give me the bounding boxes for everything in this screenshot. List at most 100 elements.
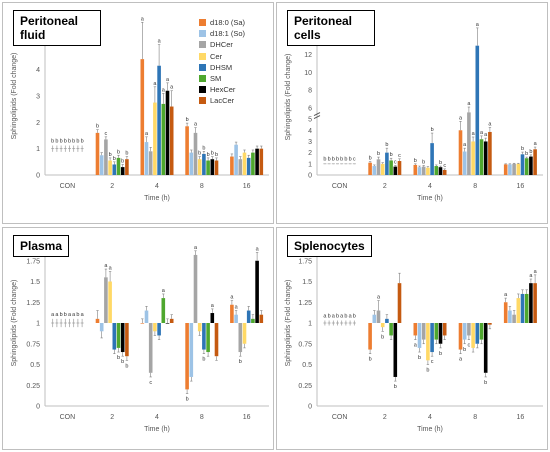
significance-letter: b <box>390 152 393 158</box>
bar <box>242 152 247 175</box>
y-axis-label: Sphingolipids (Fold change) <box>285 54 292 141</box>
bar <box>214 160 219 175</box>
significance-letter: a <box>332 314 336 320</box>
significance-letter: a <box>340 314 344 320</box>
bar <box>516 298 521 323</box>
significance-letter: b <box>422 159 425 165</box>
bar <box>108 281 112 323</box>
significance-letter: b <box>202 145 205 151</box>
significance-letter: a <box>480 130 484 136</box>
bar <box>202 323 206 350</box>
bar <box>259 148 264 175</box>
significance-letter: a <box>323 314 327 320</box>
x-tick-label: 8 <box>200 414 204 421</box>
bar <box>144 142 149 175</box>
significance-letter: b <box>215 152 218 158</box>
bar <box>524 158 529 175</box>
significance-letter: b <box>202 357 205 363</box>
bar <box>120 167 125 175</box>
bar <box>193 132 198 175</box>
bar <box>508 310 512 323</box>
bar <box>255 260 259 323</box>
x-tick-label: 2 <box>383 183 387 190</box>
significance-letter: a <box>158 39 162 45</box>
y-tick-label: 0 <box>36 173 40 180</box>
x-tick-label: 4 <box>155 183 159 190</box>
significance-letter: a <box>504 292 508 298</box>
bar <box>153 323 157 332</box>
x-tick-label: 8 <box>473 414 477 421</box>
significance-letter: a <box>256 246 260 252</box>
significance-letter: a <box>467 101 471 107</box>
significance-letter: b <box>109 152 112 158</box>
bar <box>483 323 488 373</box>
significance-letter: b <box>381 334 384 340</box>
bar <box>169 106 174 175</box>
bar <box>380 163 385 175</box>
legend-swatch <box>199 52 206 60</box>
bar <box>206 323 210 353</box>
bar <box>467 112 471 175</box>
significance-letter: b <box>336 156 339 162</box>
significance-letter: b <box>340 156 343 162</box>
bar <box>189 152 194 175</box>
significance-letter: a <box>194 245 198 251</box>
significance-letter: b <box>60 312 63 318</box>
y-tick-label: 1 <box>36 146 40 153</box>
bar <box>161 103 166 175</box>
significance-letter: b <box>328 156 331 162</box>
x-tick-label: CON <box>60 414 76 421</box>
significance-letter: a <box>534 269 538 275</box>
significance-letter: b <box>211 151 214 157</box>
significance-letter: a <box>463 142 467 148</box>
panel-peritoneal-fluid: 0123456CON24816bbbbbbbbbcbbbbbaaaaaaabab… <box>2 2 274 224</box>
legend-label: HexCer <box>210 85 236 95</box>
bar <box>512 163 516 175</box>
bar <box>120 323 125 353</box>
significance-letter: c <box>105 131 108 137</box>
significance-letter: b <box>198 151 201 157</box>
bar <box>376 159 381 175</box>
bar <box>116 323 121 348</box>
bar <box>125 323 129 357</box>
panel-title: Plasma <box>13 235 70 257</box>
bar <box>413 164 418 175</box>
bar <box>153 102 157 175</box>
legend-item: d18:0 (Sa) <box>199 17 269 28</box>
significance-letter: a <box>153 81 157 87</box>
panel-splenocytes: 00.250.50.7511.251.51.752CON24816abababa… <box>276 227 548 450</box>
x-tick-label: 2 <box>110 414 114 421</box>
legend-item: HexCer <box>199 84 269 95</box>
significance-letter: a <box>476 22 480 28</box>
significance-letter: b <box>51 139 54 145</box>
bar <box>421 323 426 340</box>
bar <box>471 141 475 175</box>
bar <box>251 318 255 323</box>
legend-label: LacCer <box>210 96 235 106</box>
panel-title: Peritoneal cells <box>287 10 375 46</box>
significance-letter: a <box>235 305 239 311</box>
significance-letter: a <box>194 122 198 128</box>
bar <box>99 155 104 175</box>
significance-letter: a <box>377 295 381 301</box>
bar <box>214 323 219 357</box>
bar <box>508 164 512 175</box>
bar <box>372 314 377 323</box>
bar <box>157 323 161 336</box>
x-tick-label: CON <box>60 183 76 190</box>
significance-letter: b <box>125 363 128 369</box>
significance-letter: c <box>443 163 446 169</box>
x-axis-label: Time (h) <box>417 426 443 433</box>
bar <box>108 160 112 175</box>
y-tick-label: 3 <box>308 139 312 146</box>
y-tick-label: 0.75 <box>26 341 40 348</box>
bar <box>483 141 488 175</box>
bar <box>189 323 194 377</box>
bar <box>372 166 377 175</box>
x-axis-label: Time (h) <box>144 195 170 202</box>
significance-letter: a <box>72 312 76 318</box>
significance-letter: b <box>186 397 189 403</box>
x-tick-label: 4 <box>428 414 432 421</box>
bar <box>475 323 480 344</box>
y-tick-label: 1.5 <box>30 279 40 286</box>
